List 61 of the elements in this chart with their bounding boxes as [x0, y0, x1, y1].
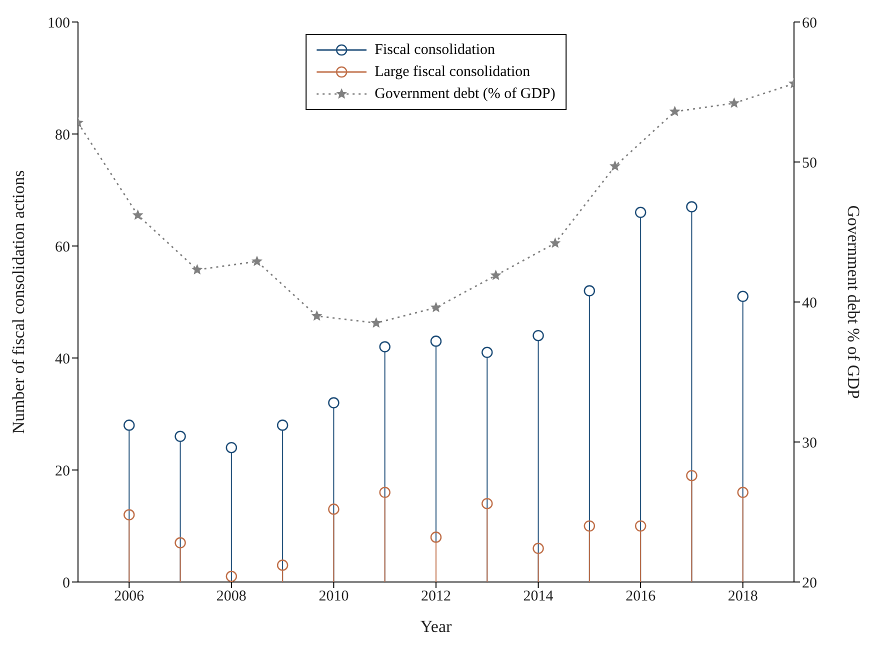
y2-axis-title: Government debt % of GDP — [844, 205, 863, 399]
legend-label: Large fiscal consolidation — [374, 64, 530, 80]
point — [328, 397, 340, 408]
point — [431, 302, 441, 312]
y2-tick-label: 60 — [802, 15, 817, 32]
point — [276, 560, 288, 571]
y-tick-label: 40 — [55, 351, 70, 368]
point — [491, 270, 501, 280]
point — [123, 509, 135, 520]
point — [532, 330, 544, 342]
point — [276, 420, 288, 431]
x-tick-label: 2014 — [523, 588, 554, 605]
point — [430, 532, 442, 543]
legend-label: Government debt (% of GDP) — [374, 86, 556, 102]
y2-tick-label: 50 — [802, 155, 817, 172]
y2-tick-label: 40 — [802, 295, 817, 312]
point — [737, 290, 749, 302]
y2-tick-label: 20 — [802, 575, 817, 592]
point — [686, 470, 698, 482]
point — [670, 106, 680, 116]
point — [133, 210, 143, 220]
point — [550, 238, 560, 248]
point — [686, 201, 698, 212]
y-tick-label: 20 — [55, 463, 70, 480]
point — [610, 161, 620, 170]
point — [174, 537, 186, 548]
y-tick-label: 80 — [55, 127, 70, 144]
y-tick-label: 0 — [62, 575, 70, 592]
point — [532, 542, 544, 554]
x-axis-title: Year — [420, 617, 452, 636]
y-axis-title: Number of fiscal consolidation actions — [9, 170, 28, 434]
point — [174, 430, 186, 442]
point — [312, 311, 322, 320]
x-tick-label: 2016 — [626, 588, 656, 605]
y2-tick-label: 30 — [802, 435, 817, 452]
point — [226, 570, 238, 582]
x-tick-label: 2012 — [421, 588, 451, 605]
point — [226, 442, 238, 454]
x-tick-label: 2006 — [114, 588, 145, 605]
point — [328, 504, 340, 515]
point — [371, 318, 381, 328]
point — [123, 420, 135, 431]
point — [379, 486, 391, 498]
x-tick-label: 2008 — [216, 588, 246, 605]
x-tick-label: 2018 — [728, 588, 758, 605]
point — [481, 498, 493, 510]
point — [430, 336, 442, 347]
point — [379, 341, 391, 352]
point — [634, 520, 646, 532]
point — [252, 256, 262, 266]
point — [192, 264, 202, 274]
point — [481, 346, 493, 358]
y-tick-label: 60 — [55, 239, 70, 256]
point — [737, 486, 749, 498]
point — [584, 285, 596, 296]
point — [584, 520, 596, 532]
point — [634, 206, 646, 218]
legend-label: Fiscal consolidation — [374, 42, 496, 58]
y-tick-label: 100 — [48, 15, 70, 32]
point — [729, 98, 739, 108]
x-tick-label: 2010 — [318, 588, 349, 605]
